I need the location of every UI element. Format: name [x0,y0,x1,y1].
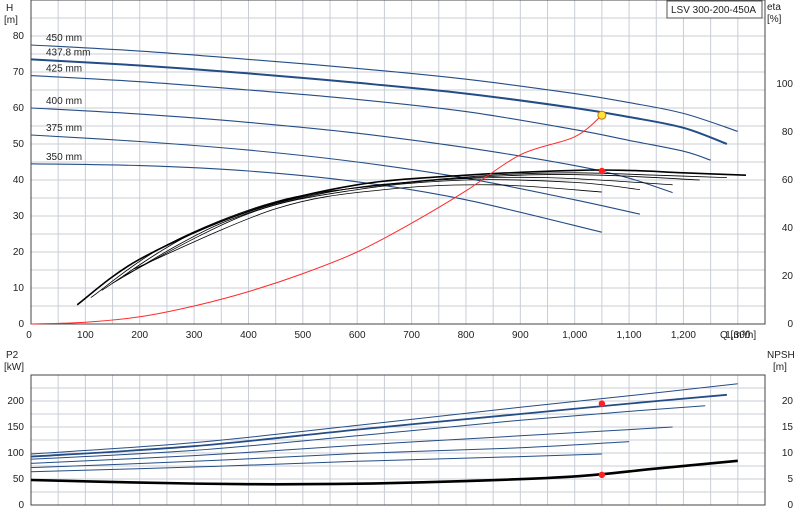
duty-point-marker [597,110,607,120]
efficiency-curve-line [123,179,640,277]
eta-tick-label: 80 [782,127,794,138]
diameter-label: 425 mm [46,64,82,75]
power-axis-unit: [kW] [4,362,24,373]
eta-axis-unit: [%] [767,14,782,25]
power-curve-line [30,441,630,469]
head-y-tick-label: 70 [13,67,25,78]
head-y-tick-label: 40 [13,175,25,186]
diameter-label: 437.8 mm [46,47,90,58]
power-y-tick-label: 50 [13,474,25,485]
efficiency-curve-line [101,174,700,291]
x-tick-label: 600 [349,330,366,341]
npsh-curve-line [30,459,738,486]
power-curve-line [30,383,738,455]
efficiency-curve-line [90,172,727,298]
x-tick-label: 800 [458,330,475,341]
npsh-tick-label: 10 [782,448,794,459]
head-curve-line [30,134,641,215]
head-curve-line [30,58,728,145]
diameter-label: 450 mm [46,33,82,44]
eta-tick-label: 100 [776,79,793,90]
x-tick-label: 900 [512,330,529,341]
x-axis-label: Q [m³/h] [720,330,756,341]
power-y-tick-label: 150 [7,422,24,433]
head-curve-line [30,44,738,132]
efficiency-curve-line [134,184,602,270]
head-axis-label: H [6,3,13,14]
head-axis-unit: [m] [4,15,18,26]
power-curve-line [30,393,727,458]
system-curve-line [30,114,603,325]
eta-tick-label: 60 [782,175,794,186]
x-tick-label: 0 [26,330,32,341]
head-y-tick-label: 30 [13,211,25,222]
head-y-tick-label: 80 [13,31,25,42]
x-tick-label: 300 [186,330,203,341]
x-tick-label: 700 [403,330,420,341]
x-tick-label: 500 [295,330,312,341]
npsh-tick-label: 15 [782,422,794,433]
npsh-point-marker [598,471,606,479]
power-frame [30,374,766,506]
power-curve-line [30,453,602,473]
npsh-axis-unit: [m] [773,362,787,373]
power-y-tick-label: 100 [7,448,24,459]
diameter-label: 375 mm [46,123,82,134]
power-curve-line [30,405,706,460]
grid-layer [30,0,766,506]
npsh-tick-label: 5 [787,474,793,485]
diameter-label: 400 mm [46,96,82,107]
eta-tick-label: 0 [787,319,793,330]
power-point-marker [598,400,606,407]
head-y-tick-label: 60 [13,103,25,114]
efficiency-point-marker [598,167,606,175]
head-curve-line [30,75,711,161]
power-curve-line [30,426,673,464]
diameter-label: 350 mm [46,152,82,163]
model-label: LSV 300-200-450A [671,5,756,16]
eta-tick-label: 20 [782,271,794,282]
efficiency-curve-line [112,176,673,284]
x-tick-label: 1,000 [562,330,587,341]
power-y-tick-label: 0 [18,500,24,511]
head-frame [30,0,766,325]
npsh-tick-label: 0 [787,500,793,511]
npsh-tick-label: 20 [782,396,794,407]
head-y-tick-label: 0 [18,319,24,330]
x-tick-label: 100 [77,330,94,341]
x-tick-label: 200 [131,330,148,341]
power-axis-label: P2 [6,350,19,361]
x-tick-label: 1,300 [725,330,750,341]
eta-tick-label: 40 [782,223,794,234]
power-y-tick-label: 200 [7,396,24,407]
x-tick-label: 1,200 [671,330,696,341]
x-tick-label: 1,100 [617,330,642,341]
curve-layer [30,44,747,486]
efficiency-curve-line [76,169,747,306]
model-box [666,0,763,19]
head-y-tick-label: 50 [13,139,25,150]
x-tick-label: 400 [240,330,257,341]
eta-axis-label: eta [767,2,781,13]
npsh-axis-label: NPSH [767,350,795,361]
head-curve-line [30,163,603,233]
head-y-tick-label: 10 [13,283,25,294]
head-y-tick-label: 20 [13,247,25,258]
